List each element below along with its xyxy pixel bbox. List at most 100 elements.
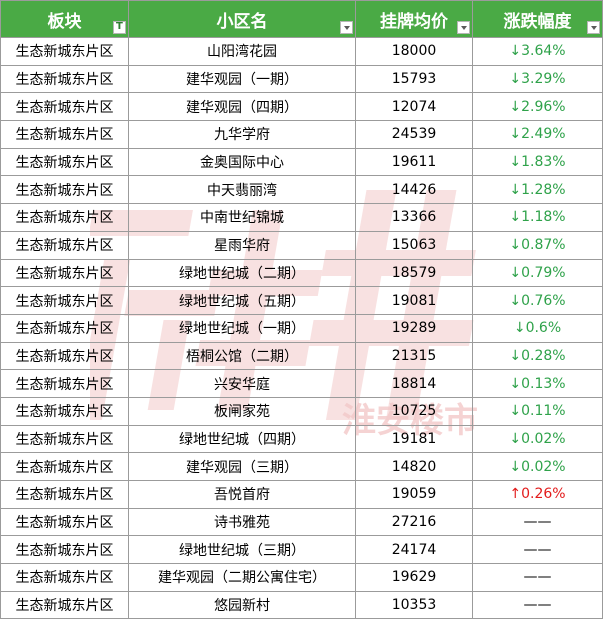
cell-district[interactable]: 生态新城东片区 [0,286,129,315]
cell-community-name[interactable]: 绿地世纪城（五期） [128,286,356,315]
table-body: 生态新城东片区 山阳湾花园 18000 ↓3.64% 生态新城东片区 建华观园（一期） 15… [0,37,603,620]
cell-district[interactable]: 生态新城东片区 [0,147,129,177]
filter-dropdown-icon[interactable] [340,21,353,34]
cell-price-change[interactable]: ↓3.29% [472,64,603,94]
cell-district[interactable]: 生态新城东片区 [0,396,129,426]
cell-price-change[interactable]: ↓0.79% [472,258,603,288]
cell-community-name[interactable]: 星雨华府 [128,230,356,260]
cell-listing-price[interactable]: 13366 [355,203,473,232]
table-row: 生态新城东片区 梧桐公馆（二期） 21315 ↓0.28% [0,341,603,371]
cell-community-name[interactable]: 梧桐公馆（二期） [128,341,356,371]
cell-community-name[interactable]: 建华观园（二期公寓住宅） [128,563,356,592]
cell-price-change[interactable]: ↓2.49% [472,120,603,149]
cell-listing-price[interactable]: 19289 [355,313,473,343]
cell-community-name[interactable]: 中天翡丽湾 [128,175,356,205]
cell-district[interactable]: 生态新城东片区 [0,120,129,149]
cell-price-change[interactable]: ↑0.26% [472,480,603,509]
cell-community-name[interactable]: 诗书雅苑 [128,507,356,537]
cell-listing-price[interactable]: 18000 [355,37,473,66]
cell-community-name[interactable]: 绿地世纪城（四期） [128,424,356,454]
filter-dropdown-icon[interactable] [457,21,470,34]
cell-district[interactable]: 生态新城东片区 [0,480,129,509]
cell-price-change[interactable]: ↓0.02% [472,452,603,481]
filter-active-icon[interactable] [113,21,126,34]
cell-community-name[interactable]: 建华观园（四期） [128,92,356,122]
cell-listing-price[interactable]: 15793 [355,64,473,94]
cell-community-name[interactable]: 板闸家苑 [128,396,356,426]
cell-community-name[interactable]: 金奥国际中心 [128,147,356,177]
cell-price-change[interactable]: —— [472,563,603,592]
cell-district[interactable]: 生态新城东片区 [0,92,129,122]
cell-listing-price[interactable]: 15063 [355,230,473,260]
cell-price-change[interactable]: ↓0.02% [472,424,603,454]
cell-district[interactable]: 生态新城东片区 [0,369,129,398]
cell-price-change[interactable]: ↓0.28% [472,341,603,371]
cell-listing-price[interactable]: 18579 [355,258,473,288]
cell-district[interactable]: 生态新城东片区 [0,535,129,565]
cell-district[interactable]: 生态新城东片区 [0,203,129,232]
cell-price-change[interactable]: ↓3.64% [472,37,603,66]
cell-price-change[interactable]: ↓1.18% [472,203,603,232]
cell-price-change[interactable]: —— [472,590,603,620]
cell-price-change[interactable]: —— [472,507,603,537]
cell-listing-price[interactable]: 27216 [355,507,473,537]
cell-listing-price[interactable]: 24174 [355,535,473,565]
cell-district[interactable]: 生态新城东片区 [0,175,129,205]
cell-district[interactable]: 生态新城东片区 [0,424,129,454]
cell-price-change[interactable]: —— [472,535,603,565]
cell-district[interactable]: 生态新城东片区 [0,258,129,288]
cell-listing-price[interactable]: 21315 [355,341,473,371]
cell-district[interactable]: 生态新城东片区 [0,37,129,66]
cell-community-name[interactable]: 建华观园（三期） [128,452,356,481]
cell-community-name[interactable]: 绿地世纪城（一期） [128,313,356,343]
filter-dropdown-icon[interactable] [587,21,600,34]
table-row: 生态新城东片区 绿地世纪城（三期） 24174 —— [0,535,603,565]
cell-community-name[interactable]: 中南世纪锦城 [128,203,356,232]
cell-listing-price[interactable]: 19611 [355,147,473,177]
cell-price-change[interactable]: ↓1.28% [472,175,603,205]
cell-community-name[interactable]: 绿地世纪城（三期） [128,535,356,565]
table-row: 生态新城东片区 吾悦首府 19059 ↑0.26% [0,480,603,509]
cell-listing-price[interactable]: 10353 [355,590,473,620]
cell-price-change[interactable]: ↓0.6% [472,313,603,343]
cell-community-name[interactable]: 山阳湾花园 [128,37,356,66]
table-row: 生态新城东片区 绿地世纪城（五期） 19081 ↓0.76% [0,286,603,315]
column-header-price: 挂牌均价 [355,0,473,38]
cell-listing-price[interactable]: 19059 [355,480,473,509]
header-label: 小区名 [216,11,268,32]
cell-price-change[interactable]: ↓0.76% [472,286,603,315]
cell-listing-price[interactable]: 19081 [355,286,473,315]
cell-price-change[interactable]: ↓0.13% [472,369,603,398]
cell-price-change[interactable]: ↓2.96% [472,92,603,122]
table-row: 生态新城东片区 绿地世纪城（二期） 18579 ↓0.79% [0,258,603,288]
cell-community-name[interactable]: 悠园新村 [128,590,356,620]
cell-listing-price[interactable]: 18814 [355,369,473,398]
cell-district[interactable]: 生态新城东片区 [0,64,129,94]
cell-price-change[interactable]: ↓0.87% [472,230,603,260]
cell-district[interactable]: 生态新城东片区 [0,507,129,537]
cell-district[interactable]: 生态新城东片区 [0,563,129,592]
table-row: 生态新城东片区 兴安华庭 18814 ↓0.13% [0,369,603,398]
table-row: 生态新城东片区 建华观园（一期） 15793 ↓3.29% [0,64,603,94]
cell-district[interactable]: 生态新城东片区 [0,590,129,620]
cell-district[interactable]: 生态新城东片区 [0,341,129,371]
cell-listing-price[interactable]: 12074 [355,92,473,122]
cell-district[interactable]: 生态新城东片区 [0,313,129,343]
cell-listing-price[interactable]: 14820 [355,452,473,481]
cell-listing-price[interactable]: 19181 [355,424,473,454]
cell-community-name[interactable]: 吾悦首府 [128,480,356,509]
cell-community-name[interactable]: 绿地世纪城（二期） [128,258,356,288]
cell-district[interactable]: 生态新城东片区 [0,230,129,260]
cell-community-name[interactable]: 九华学府 [128,120,356,149]
cell-listing-price[interactable]: 10725 [355,396,473,426]
cell-community-name[interactable]: 兴安华庭 [128,369,356,398]
cell-community-name[interactable]: 建华观园（一期） [128,64,356,94]
table-row: 生态新城东片区 九华学府 24539 ↓2.49% [0,120,603,149]
cell-district[interactable]: 生态新城东片区 [0,452,129,481]
cell-listing-price[interactable]: 24539 [355,120,473,149]
cell-listing-price[interactable]: 19629 [355,563,473,592]
cell-price-change[interactable]: ↓1.83% [472,147,603,177]
cell-listing-price[interactable]: 14426 [355,175,473,205]
cell-price-change[interactable]: ↓0.11% [472,396,603,426]
